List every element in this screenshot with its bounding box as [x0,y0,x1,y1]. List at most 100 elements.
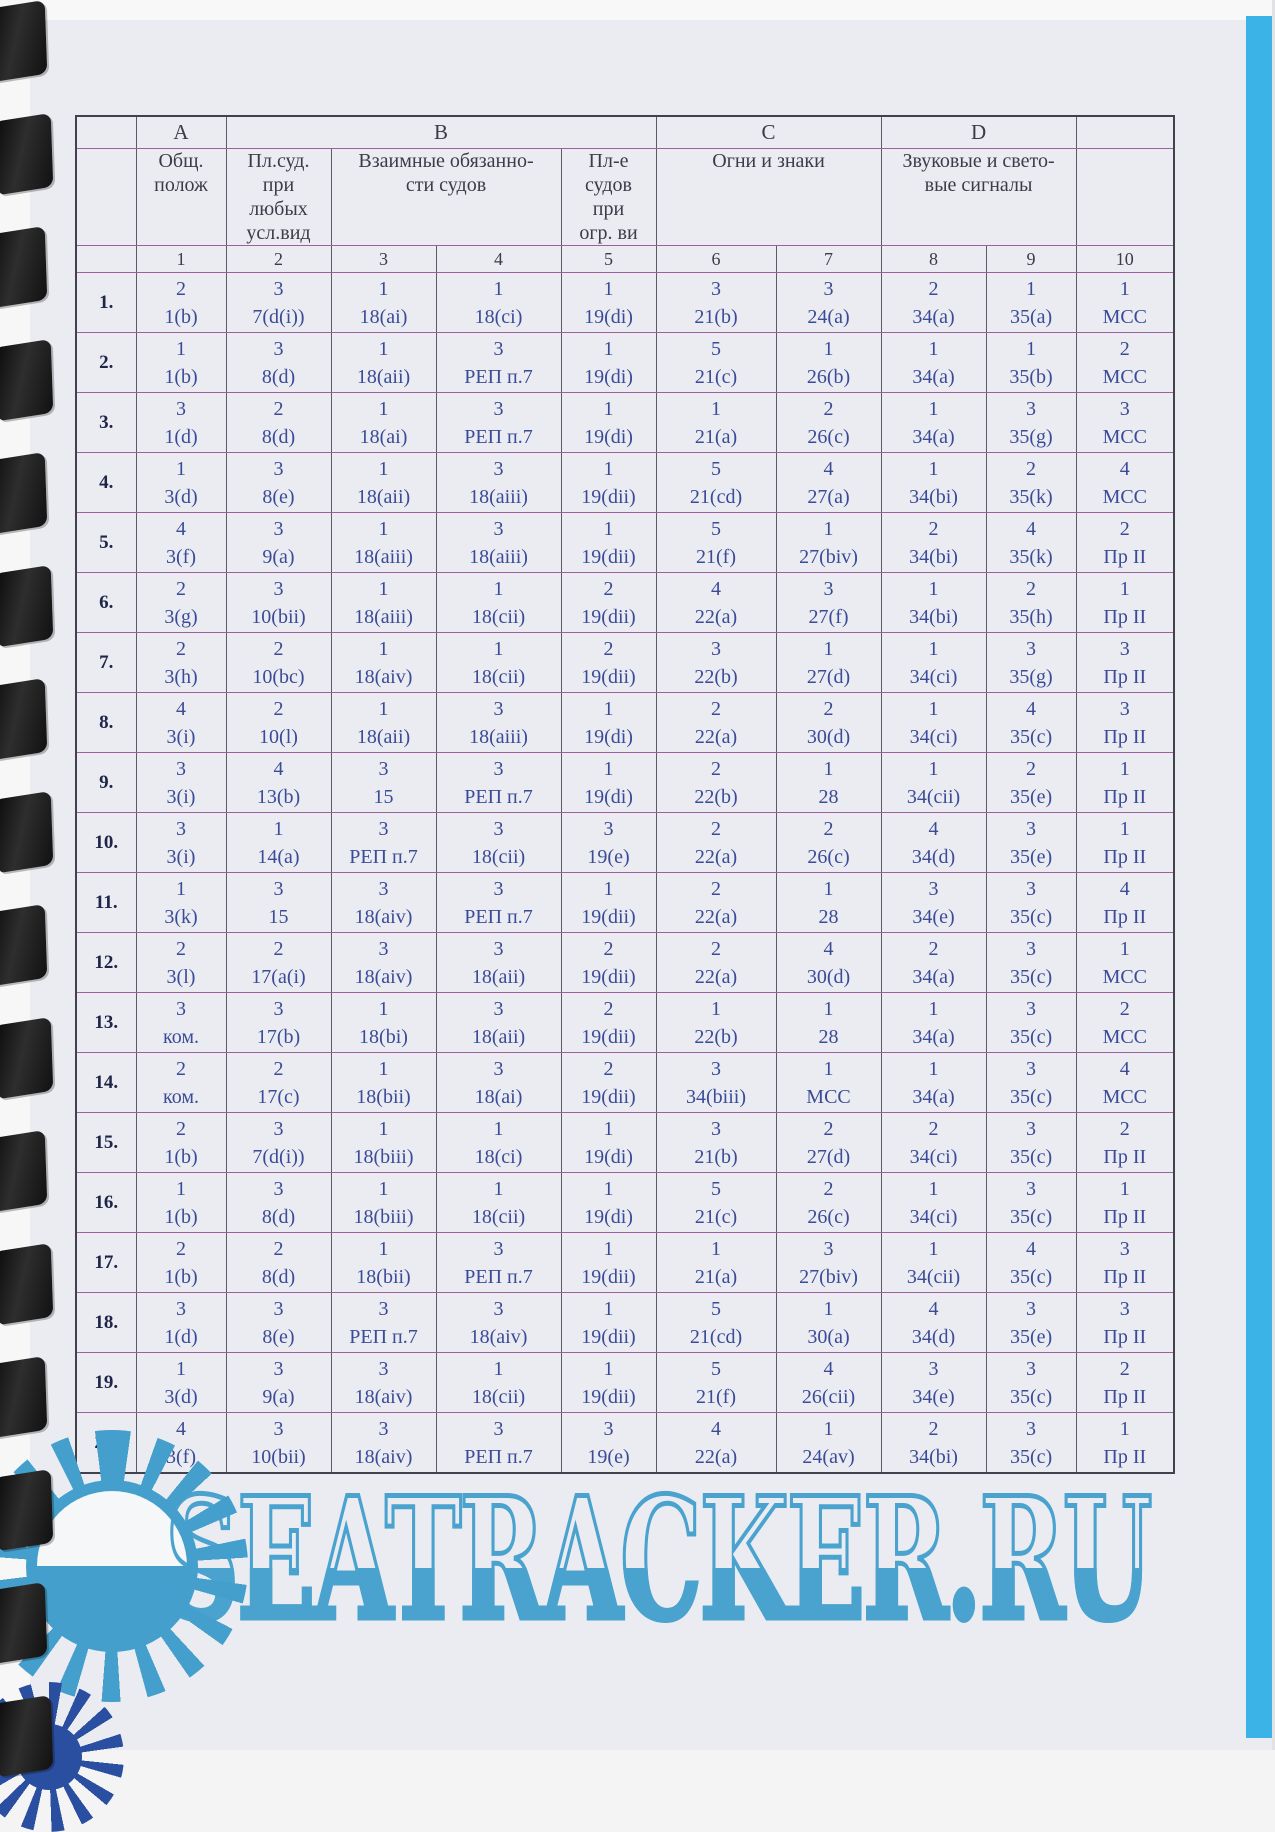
answer-cell: 4 30(d) [775,932,882,993]
answer-cell: 3 3(i) [135,812,227,873]
answer-value: 2 [603,998,614,1020]
rule-reference: РЕП п.7 [349,1326,418,1348]
rule-reference: МСС [1102,306,1148,328]
rule-reference: 10(bii) [251,606,306,628]
answer-value: 3 [493,458,504,480]
answer-value: 4 [1119,458,1130,480]
answer-cell: 4 МСС [1075,452,1175,513]
answer-value: 2 [1026,458,1037,480]
rule-reference: Пр II [1103,786,1147,808]
rule-reference: Пр II [1103,1386,1147,1408]
answer-cell: 1 34(ci) [880,1172,987,1233]
answer-cell: 3 18(aiii) [435,452,562,513]
answer-cell: 3 18(aiii) [435,692,562,753]
rule-reference: 22(a) [694,1446,738,1468]
answer-value: 3 [1119,1238,1130,1260]
binding-comb [0,564,54,648]
answer-value: 1 [378,278,389,300]
rule-reference: 35(e) [1009,846,1053,868]
answer-cell: 3 8(d) [225,332,332,393]
answer-cell: 3 1(d) [135,392,227,453]
rule-reference: 18(aiv) [354,906,413,928]
answer-value: 1 [378,1238,389,1260]
answer-value: 2 [273,638,284,660]
rule-reference: 19(di) [584,1206,633,1228]
rule-reference: 28 [818,1026,839,1048]
answer-value: 2 [176,1238,186,1260]
rule-reference: 18(cii) [471,846,526,868]
answer-value: 1 [823,518,834,540]
rule-reference: 17(c) [257,1086,300,1108]
rule-reference: 3(l) [166,966,196,988]
answer-value: 4 [823,1358,834,1380]
answer-cell: 3 18(aii) [435,932,562,993]
answer-value: 3 [493,938,504,960]
answer-cell: 1 18(cii) [435,1172,562,1233]
answer-cell: 4 26(cii) [775,1352,882,1413]
rule-reference: 1(d) [164,426,198,448]
answer-cell: 1 18(aii) [330,332,437,393]
rule-reference: 19(dii) [581,606,636,628]
answer-cell: 1 3(d) [135,1352,227,1413]
answer-cell: 4 35(c) [985,692,1077,753]
rule-reference: Пр II [1103,726,1147,748]
rule-reference: Пр II [1103,606,1147,628]
answer-cell: 2 35(h) [985,572,1077,633]
binding-comb [0,338,54,422]
table-row: 3. 3 1(d) 2 8(d) 1 18(ai) 3 РЕП п.7 1 19(di) 1 21(a)… [75,392,1175,453]
rule-reference: 34(ci) [909,726,958,748]
answer-value: 3 [493,398,504,420]
group-header-cell [1075,115,1175,149]
rule-reference: 3(i) [166,726,196,748]
rule-reference: МСС [1102,366,1148,388]
answer-value: 2 [176,938,186,960]
answer-value: 3 [176,758,186,780]
rule-reference: 18(aiv) [469,1326,528,1348]
answer-value: 2 [823,698,834,720]
rule-reference: 13(b) [256,786,301,808]
rule-reference: 3(d) [164,1386,198,1408]
answer-value: 1 [378,1058,389,1080]
rule-reference: 34(a) [912,306,955,328]
rule-reference: 28 [818,786,839,808]
answer-cell: 1 34(a) [880,392,987,453]
answer-value: 3 [1026,998,1037,1020]
rule-reference: Пр II [1103,1446,1147,1468]
answer-value: 3 [378,1418,389,1440]
answer-value: 3 [176,398,186,420]
answer-value: 1 [603,1178,614,1200]
answer-value: 1 [493,1358,504,1380]
answer-value: 4 [1119,878,1130,900]
answer-value: 2 [603,578,614,600]
rule-reference: 26(c) [807,426,850,448]
answer-value: 1 [176,458,186,480]
rule-reference: 34(cii) [906,1266,961,1288]
answer-cell: 1 18(aiii) [330,512,437,573]
answer-value: 1 [603,278,614,300]
answer-value: 1 [711,398,722,420]
rule-reference: 18(cii) [471,606,526,628]
rule-reference: 18(aiii) [469,546,528,568]
answer-cell: 3 РЕП п.7 [435,392,562,453]
section-header-cell: Взаимные обязанно- сти судов [330,148,562,246]
column-number-cell: 2 [225,245,332,273]
row-number: 13. [75,992,137,1053]
answer-value: 1 [1119,758,1130,780]
answer-cell: 2 26(c) [775,812,882,873]
section-header-cell: Общ. полож [135,148,227,246]
answer-cell: 2 10(l) [225,692,332,753]
answer-cell: 2 МСС [1075,332,1175,393]
answer-cell: 2 26(c) [775,392,882,453]
rule-reference: 35(k) [1009,546,1053,568]
watermark-text-solid: SEATRACKER.RU [165,1460,1150,1658]
answer-cell: 1 34(bi) [880,452,987,513]
answer-value: 3 [176,1298,186,1320]
rule-reference: 34(a) [912,426,955,448]
answer-value: 1 [1026,278,1037,300]
row-number: 2. [75,332,137,393]
rule-reference: 26(c) [807,846,850,868]
answer-value: 1 [493,278,504,300]
answer-value: 1 [823,1058,834,1080]
answer-cell: 3 РЕП п.7 [330,1292,437,1353]
rule-reference: 34(a) [912,1026,955,1048]
